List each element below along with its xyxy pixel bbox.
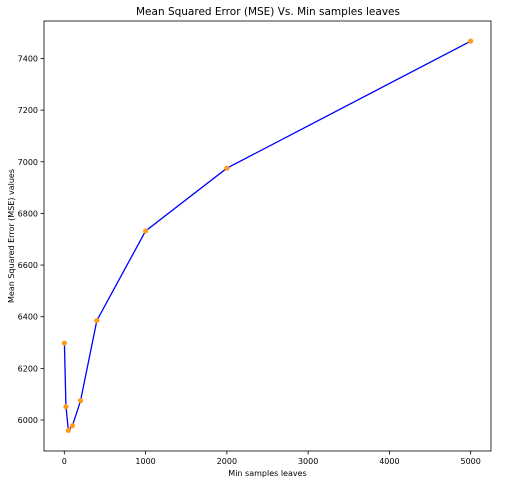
y-axis-ticks: 6000 6200 6400 6600 6800 7000 7200 7400 <box>18 54 44 425</box>
y-tick-label: 7000 <box>18 158 38 167</box>
plot-area <box>61 38 474 433</box>
data-point <box>65 427 71 433</box>
plot-frame <box>43 20 492 452</box>
data-point <box>142 228 149 234</box>
x-axis-ticks: 0 1000 2000 3000 4000 5000 <box>62 451 481 466</box>
y-tick-label: 7200 <box>18 106 38 115</box>
y-tick-label: 6800 <box>18 209 38 218</box>
y-tick-label: 6200 <box>18 364 38 373</box>
data-point <box>224 165 230 171</box>
data-point <box>77 398 84 404</box>
chart-title: Mean Squared Error (MSE) Vs. Min samples… <box>136 6 400 18</box>
x-tick-label: 0 <box>62 457 67 466</box>
x-tick-label: 3000 <box>298 457 318 466</box>
x-tick-label: 1000 <box>135 457 155 466</box>
y-tick-label: 7400 <box>18 54 38 63</box>
x-tick-label: 2000 <box>217 457 237 466</box>
x-axis-label: Min samples leaves <box>228 469 306 478</box>
data-point <box>94 317 100 324</box>
data-point <box>69 423 76 429</box>
x-tick-label: 5000 <box>461 457 481 466</box>
y-axis-label: Mean Squared Error (MSE) values <box>7 169 16 303</box>
data-point <box>61 340 67 346</box>
x-tick-label: 4000 <box>379 457 399 466</box>
y-tick-label: 6400 <box>18 313 38 322</box>
y-tick-label: 6000 <box>18 416 38 425</box>
data-point <box>468 38 474 44</box>
series-line <box>63 40 471 432</box>
data-point <box>63 403 69 410</box>
y-tick-label: 6600 <box>18 261 38 270</box>
